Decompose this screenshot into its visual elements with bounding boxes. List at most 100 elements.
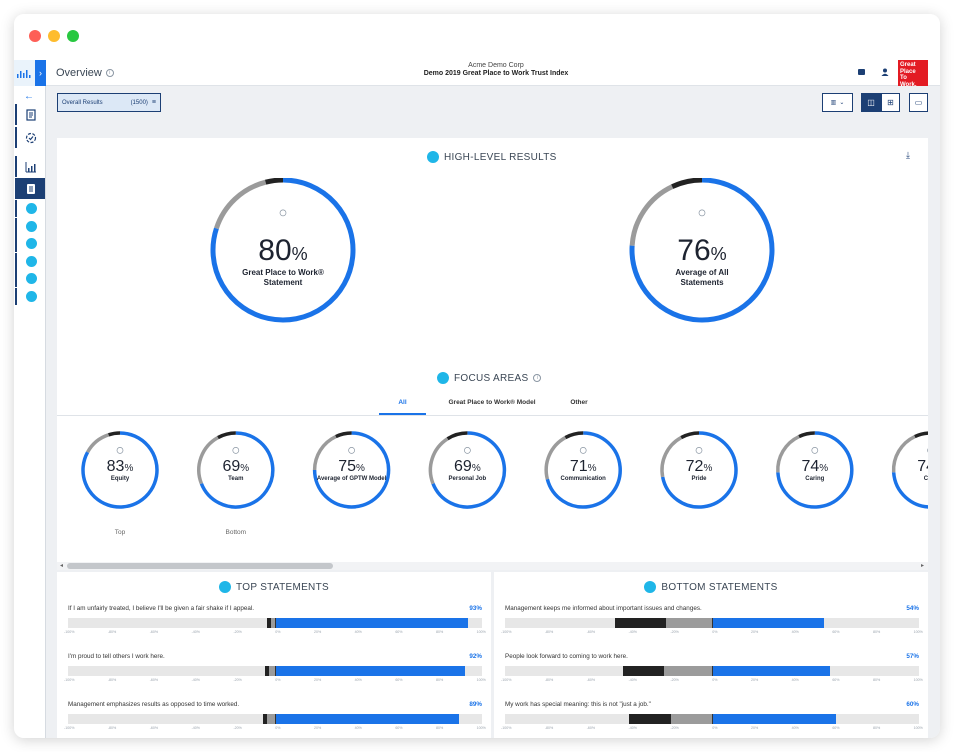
statement-text: If I am unfairly treated, I believe I'll… [68,605,255,612]
focus-gauge-2-info-icon[interactable] [348,447,355,454]
statement-score: 57% [906,653,919,660]
axis-tick-label: -100% [501,678,512,682]
sidebar-item-compare[interactable] [15,127,45,148]
sidebar-item-heatmap[interactable] [15,270,45,287]
high-level-gauge-1-info-icon[interactable] [698,209,706,217]
axis-tick-label: 40% [354,726,362,730]
axis-tick-label: 60% [832,630,840,634]
sidebar-item-demographics[interactable] [15,235,45,252]
statement-score: 60% [906,701,919,708]
focus-gauge-3-info-icon[interactable] [464,447,471,454]
focus-value: 71 [569,458,588,475]
user-icon[interactable] [881,68,889,76]
top_statements-title: TOP STATEMENTS [236,581,329,593]
statement-axis: -100% -80% -60% -40% -20% 0% 20% 40% 60% 80% 100% [501,726,923,730]
trend-icon [25,161,36,172]
focus-areas-title: FOCUS AREAS [454,372,529,384]
axis-tick-label: -40% [628,678,637,682]
axis-tick-label: -60% [586,726,596,730]
comments-icon [25,255,37,267]
sidebar-item-statements[interactable] [15,217,45,235]
axis-tick-label: 80% [435,630,444,634]
tab-focus-0[interactable]: All [379,399,426,415]
focus-gauge-5-info-icon[interactable] [695,447,703,454]
statement-positive-bar [275,618,468,628]
statement-neutral-bar [666,618,712,628]
focus-area-label[interactable]: 74% Caring [780,458,850,483]
focus-gauge-3-neutral-arc [428,437,449,485]
layout-single-button[interactable]: ◫ [861,93,881,112]
axis-tick-label: 40% [791,726,799,730]
close-window-button[interactable] [29,30,41,42]
chat-icon[interactable] [858,69,865,75]
focus-percent-sign: % [819,463,829,474]
focus-area-label[interactable]: 71% Communication [548,458,618,483]
axis-tick-label: -40% [191,678,200,682]
statement-positive-bar [712,714,837,724]
axis-tick-label: 100% [476,630,486,634]
focus-gauge-1-info-icon[interactable] [232,447,240,454]
axis-tick-label: 80% [435,678,444,682]
sidebar-item-comments[interactable] [15,252,45,270]
focus-area-label[interactable]: 75% Average of GPTW Model [317,458,387,483]
axis-tick-label: 40% [354,630,362,634]
focus-area-name: Pride [691,476,707,482]
info-icon[interactable]: i [105,69,114,77]
filter-toolbar: Overall Results (1500) ≡ ▥ ⌄ ◫ ⊞ ▭ [46,86,940,124]
axis-tick-label: -20% [233,678,242,682]
high-level-gauge-0-info-icon[interactable] [279,209,287,217]
statement-positive-bar [275,714,460,724]
sidebar-item-trend[interactable] [15,156,45,177]
focus-area-label[interactable]: 74% Cred [896,458,928,483]
focus-scrollbar[interactable]: ◂ ▸ [57,562,928,570]
focus-info-icon[interactable]: i [533,374,542,382]
axis-tick-label: -20% [233,726,242,730]
high-level-gauge-1-neutral-arc [629,184,674,246]
axis-tick-label: 60% [395,726,403,730]
back-arrow-icon[interactable]: ← [24,91,34,102]
gauge-percent-sign: % [291,244,308,264]
maximize-window-button[interactable] [67,30,79,42]
axis-tick-label: 60% [832,726,840,730]
axis-tick-label: 20% [750,630,759,634]
focus-area-label[interactable]: 69% Team [201,458,271,483]
focus-area-label[interactable]: 72% Pride [664,458,734,483]
sidebar-item-export[interactable] [15,287,45,305]
tab-focus-2[interactable]: Other [570,399,588,406]
statement-axis: -100% -80% -60% -40% -20% 0% 20% 40% 60% 80% 100% [501,678,923,682]
focus-gauge-6-info-icon[interactable] [811,447,819,454]
chart-type-dropdown[interactable]: ▥ ⌄ [822,93,853,112]
scroll-left-arrow[interactable]: ◂ [60,563,64,569]
comments-button[interactable]: ▭ [909,93,928,112]
focus-gauge-4-negative-arc [564,431,584,440]
focus-gauge-0-info-icon[interactable] [116,447,124,454]
focus-areas-header: FOCUS AREAS i [437,372,542,384]
scroll-thumb[interactable] [67,563,333,569]
sidebar-item-focus-areas[interactable] [15,200,45,217]
focus-area-label[interactable]: 83% Equity [85,458,155,483]
statement-negative-bar [622,666,665,676]
focus-area-label[interactable]: 69% Personal Job [432,458,502,483]
statement-zero-line [712,618,713,628]
download-icon[interactable]: ⤓ [906,150,910,160]
focus-area-gauges [81,431,928,509]
focus-gauge-3-positive-arc [431,431,507,509]
focus-gauge-7-positive-arc [891,472,928,509]
focus-area-name: Cred [923,476,928,482]
scroll-right-arrow[interactable]: ▸ [921,563,925,569]
statement-positive-bar [712,666,830,676]
focus-percent-sign: % [471,463,481,474]
tab-focus-1[interactable]: Great Place to Work® Model [448,399,536,406]
statement-negative-bar [264,666,269,676]
minimize-window-button[interactable] [48,30,60,42]
sidebar-item-report[interactable] [15,178,45,199]
sidebar-expand-button[interactable]: › [35,60,46,86]
focus-value: 69 [454,458,472,475]
focus-gauge-4-neutral-arc [544,436,567,480]
heatmap-icon [25,273,37,284]
focus-gauge-4-info-icon[interactable] [579,447,587,454]
sidebar-item-survey[interactable] [15,104,45,125]
focus-gauge-6-neutral-arc [776,434,800,473]
layout-grid-button[interactable]: ⊞ [881,93,900,112]
results-filter-button[interactable]: Overall Results (1500) ≡ [57,93,161,112]
